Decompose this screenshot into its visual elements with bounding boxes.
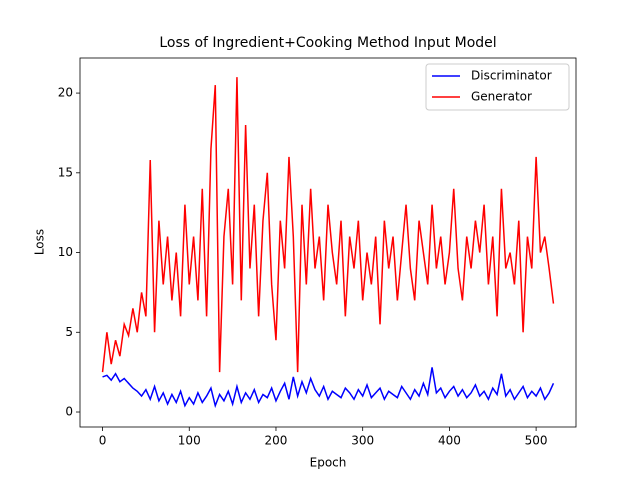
legend-label: Discriminator [471, 69, 552, 83]
y-tick-label: 0 [65, 405, 73, 419]
legend: Discriminator Generator [425, 63, 570, 111]
y-tick-label: 20 [58, 86, 73, 100]
chart-title: Loss of Ingredient+Cooking Method Input … [159, 35, 496, 51]
legend-box [425, 63, 570, 111]
axes-frame [79, 57, 577, 428]
y-axis-label: Loss [33, 229, 47, 255]
x-tick-label: 400 [438, 434, 461, 448]
x-axis-label: Epoch [310, 456, 347, 470]
y-tick-label: 15 [58, 165, 73, 179]
x-tick-label: 200 [265, 434, 288, 448]
series-line [102, 367, 555, 409]
legend-label: Generator [471, 90, 532, 104]
x-tick-label: 100 [178, 434, 201, 448]
x-tick-label: 0 [99, 434, 107, 448]
series-line [101, 77, 555, 373]
x-tick-label: 500 [525, 434, 548, 448]
plot-area [101, 77, 555, 409]
y-tick-label: 5 [65, 325, 73, 339]
x-tick-label: 300 [351, 434, 374, 448]
y-tick-label: 10 [58, 245, 73, 259]
